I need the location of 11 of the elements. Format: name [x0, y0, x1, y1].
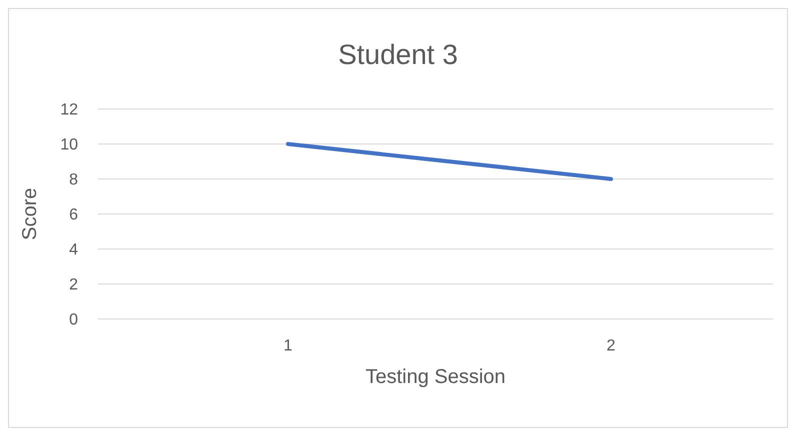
y-tick-label: 6: [69, 206, 78, 224]
y-tick-label: 8: [69, 172, 78, 189]
y-tick-label: 0: [69, 312, 78, 329]
y-tick-label: 2: [69, 276, 78, 294]
chart-title: Student 3: [337, 39, 459, 71]
y-axis-title: Score: [19, 188, 42, 240]
x-tick-label: 1: [284, 337, 293, 354]
y-tick-label: 10: [60, 136, 78, 154]
y-tick-label: 12: [60, 102, 78, 119]
x-axis-title: Testing Session: [365, 366, 506, 388]
y-tick-label: 4: [69, 242, 78, 259]
